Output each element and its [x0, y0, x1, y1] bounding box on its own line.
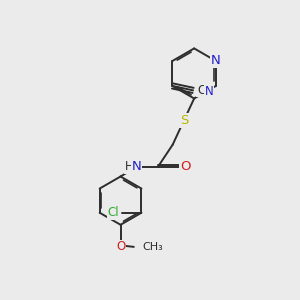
Text: N: N: [211, 54, 221, 68]
Text: S: S: [180, 114, 188, 127]
Text: CH₃: CH₃: [142, 242, 163, 252]
Text: H: H: [124, 160, 133, 173]
Text: Cl: Cl: [108, 206, 119, 219]
Text: O: O: [180, 160, 190, 173]
Text: N: N: [132, 160, 142, 173]
Text: C: C: [197, 84, 205, 97]
Text: O: O: [116, 240, 125, 254]
Text: N: N: [205, 85, 214, 98]
